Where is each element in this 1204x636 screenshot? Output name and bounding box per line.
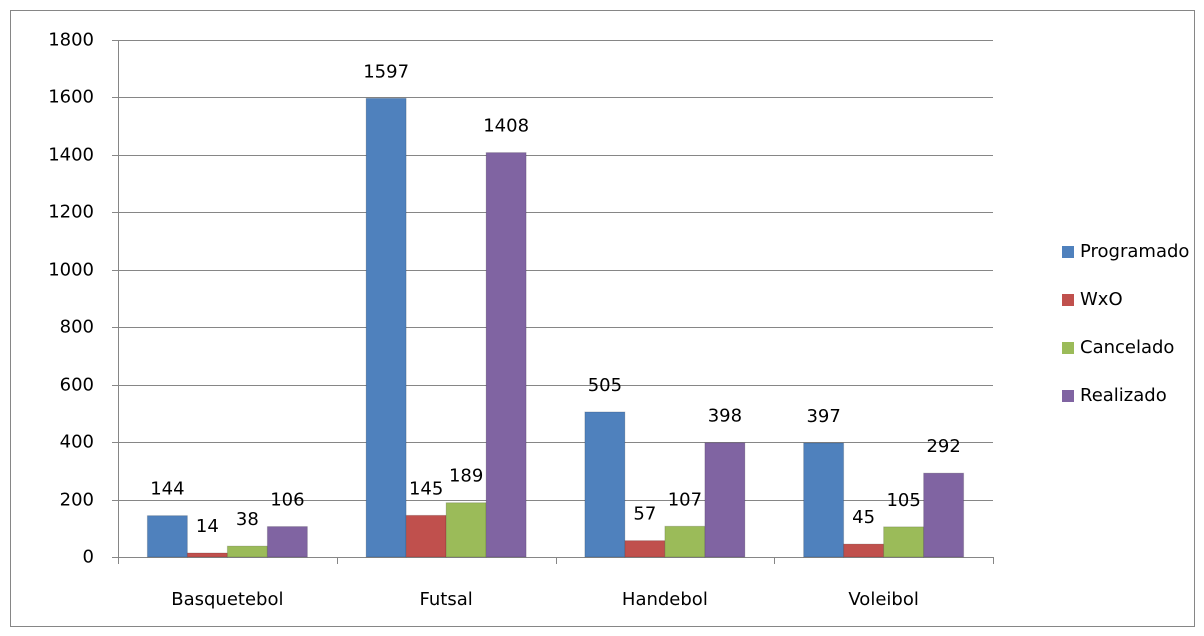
- y-tick-label: 1600: [48, 87, 94, 108]
- data-label: 107: [668, 489, 702, 510]
- bar: [186, 552, 228, 558]
- data-label: 106: [270, 490, 304, 511]
- bar: [584, 411, 626, 558]
- x-tick-label: Basquetebol: [171, 589, 283, 610]
- y-tick-label: 400: [60, 432, 94, 453]
- bar: [405, 514, 447, 558]
- legend-swatch: [1062, 342, 1074, 354]
- x-tick-label: Handebol: [622, 589, 708, 610]
- bar: [843, 543, 885, 558]
- data-label: 398: [708, 406, 742, 427]
- bar: [923, 472, 965, 558]
- data-label: 292: [926, 436, 960, 457]
- y-tick-label: 1000: [48, 260, 94, 281]
- bar: [266, 526, 308, 558]
- bar: [624, 540, 666, 558]
- x-tick-label: Voleibol: [848, 589, 918, 610]
- y-tick-label: 600: [60, 375, 94, 396]
- y-tick-label: 800: [60, 317, 94, 338]
- data-label: 1597: [363, 61, 409, 82]
- y-tick-label: 200: [60, 490, 94, 511]
- legend-label: Realizado: [1080, 385, 1167, 406]
- legend-label: Cancelado: [1080, 337, 1174, 358]
- data-label: 1408: [483, 116, 529, 137]
- y-tick-label: 1800: [48, 30, 94, 51]
- y-tick-label: 0: [83, 547, 94, 568]
- data-label: 189: [449, 466, 483, 487]
- bar: [226, 545, 268, 558]
- y-tick-label: 1200: [48, 202, 94, 223]
- data-label: 105: [886, 490, 920, 511]
- legend-label: Programado: [1080, 241, 1189, 262]
- bar: [883, 526, 925, 558]
- legend-label: WxO: [1080, 289, 1123, 310]
- legend-swatch: [1062, 246, 1074, 258]
- data-label: 397: [806, 406, 840, 427]
- data-label: 145: [409, 478, 443, 499]
- data-label: 45: [852, 507, 875, 528]
- y-tick-label: 1400: [48, 145, 94, 166]
- x-tick-label: Futsal: [420, 589, 473, 610]
- bar: [146, 515, 188, 558]
- bar: [803, 442, 845, 558]
- bar: [365, 97, 407, 558]
- data-label: 505: [588, 375, 622, 396]
- data-label: 38: [236, 509, 259, 530]
- bar: [445, 502, 487, 558]
- bar: [664, 525, 706, 558]
- legend-swatch: [1062, 294, 1074, 306]
- legend-swatch: [1062, 390, 1074, 402]
- bar: [704, 442, 746, 558]
- bar: [485, 152, 527, 558]
- data-label: 14: [196, 516, 219, 537]
- data-label: 57: [633, 504, 656, 525]
- data-label: 144: [150, 479, 184, 500]
